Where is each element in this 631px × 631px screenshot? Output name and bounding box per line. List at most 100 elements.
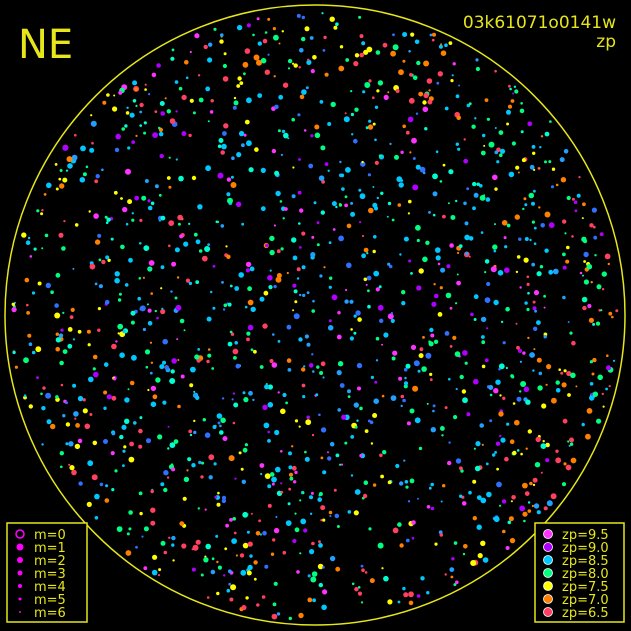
star	[344, 195, 348, 199]
star	[222, 436, 228, 442]
star	[422, 256, 428, 263]
star	[265, 243, 269, 248]
star	[399, 543, 404, 548]
star	[569, 442, 574, 446]
star	[231, 398, 234, 401]
star	[273, 284, 277, 289]
star	[118, 90, 123, 95]
star	[200, 475, 204, 479]
star	[444, 406, 448, 410]
star	[194, 354, 200, 360]
star	[347, 510, 352, 514]
star	[398, 376, 403, 381]
star	[45, 282, 51, 289]
star	[316, 365, 320, 369]
star	[375, 359, 379, 362]
star	[499, 148, 506, 154]
star	[506, 109, 511, 115]
star	[233, 100, 239, 106]
star	[529, 238, 532, 242]
star	[411, 536, 415, 540]
star	[219, 430, 224, 435]
star	[359, 221, 362, 224]
star	[327, 325, 334, 331]
star	[373, 270, 380, 277]
star	[444, 43, 448, 47]
star	[555, 457, 562, 464]
star	[221, 143, 227, 150]
star	[402, 398, 406, 403]
star	[131, 218, 135, 222]
star	[243, 72, 246, 76]
star	[89, 263, 96, 270]
zp-symbol	[543, 581, 553, 591]
star	[480, 497, 487, 504]
star	[171, 48, 175, 52]
star	[506, 422, 510, 426]
star	[130, 310, 136, 316]
star	[409, 478, 415, 484]
star	[168, 156, 171, 159]
star	[484, 358, 489, 363]
star	[198, 249, 203, 253]
star	[401, 301, 406, 306]
star	[470, 560, 477, 566]
star	[58, 232, 64, 238]
star	[174, 296, 178, 300]
star	[267, 484, 272, 489]
star	[468, 236, 474, 241]
star	[337, 311, 341, 315]
star	[184, 60, 189, 65]
star	[543, 306, 546, 309]
star	[527, 291, 530, 295]
star	[418, 446, 423, 451]
star	[46, 182, 52, 189]
star	[451, 74, 454, 77]
star	[432, 404, 436, 408]
star	[534, 462, 541, 468]
magnitude-label: m=4	[34, 580, 66, 595]
star	[543, 335, 547, 339]
star	[91, 474, 98, 481]
star	[372, 96, 375, 99]
star	[195, 539, 201, 545]
star	[419, 347, 424, 352]
star	[240, 467, 244, 471]
star	[341, 187, 345, 191]
star	[465, 251, 469, 256]
star	[397, 203, 402, 207]
star	[414, 417, 421, 424]
star	[380, 474, 384, 479]
star	[133, 421, 137, 425]
star	[125, 550, 132, 556]
star	[69, 465, 75, 471]
star	[273, 75, 276, 78]
star	[301, 367, 306, 372]
star	[241, 222, 245, 226]
magnitude-symbol	[19, 611, 21, 613]
star	[320, 519, 323, 522]
star	[242, 61, 249, 68]
star	[457, 251, 460, 254]
star	[455, 94, 460, 99]
star	[440, 43, 443, 46]
star	[382, 450, 387, 455]
star	[113, 190, 118, 195]
star	[98, 258, 102, 262]
star	[324, 162, 329, 167]
star	[207, 57, 213, 63]
star	[359, 454, 363, 458]
star	[282, 392, 287, 398]
zp-symbol	[543, 542, 553, 552]
star	[243, 397, 249, 403]
star	[322, 470, 327, 475]
star	[264, 69, 270, 75]
star	[271, 362, 278, 368]
star	[494, 150, 499, 155]
star	[481, 340, 486, 345]
star	[319, 274, 323, 278]
star	[426, 505, 431, 509]
star	[510, 500, 513, 503]
star	[508, 516, 514, 522]
star	[197, 507, 200, 510]
